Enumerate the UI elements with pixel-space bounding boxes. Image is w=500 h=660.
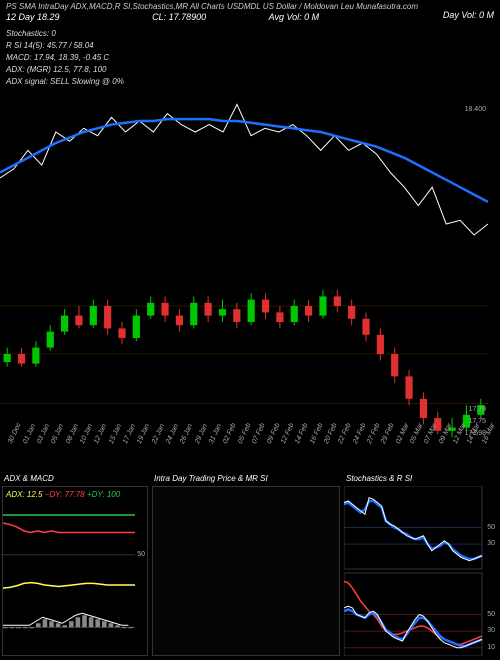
adx-title: ADX & MACD [4,474,54,483]
indicators-line: PS SMA IntraDay ADX,MACD,R SI,Stochastic… [6,2,494,11]
info-adx: ADX: (MGR) 12.5, 77.8, 100 [6,64,124,76]
intraday-panel [152,486,340,656]
main-line-chart: 18.400 [0,86,488,270]
stochastics-panel: 5030503010 [344,486,496,656]
adx-macd-panel: ADX: 12.5 −DY: 77.78 +DY: 10050 [2,486,148,656]
info-rsi: R SI 14(5): 45.77 / 58.04 [6,40,124,52]
candlestick-chart: 17.7917.7517.598 [0,282,488,442]
intraday-title: Intra Day Trading Price & MR SI [154,474,268,483]
stoch-title: Stochastics & R SI [346,474,412,483]
close-label: CL: 17.78900 [152,12,206,22]
ma-line: 12 Day 18.29 [6,12,60,22]
info-stochastics: Stochastics: 0 [6,28,124,40]
avgvol-label: Avg Vol: 0 M [269,12,320,22]
day-vol-label: Day Vol: 0 M [443,10,494,20]
header: PS SMA IntraDay ADX,MACD,R SI,Stochastic… [0,0,500,24]
info-macd: MACD: 17.94, 18.39, -0.45 C [6,52,124,64]
date-axis: 30 Dec01 Jan03 Jan05 Jan08 Jan10 Jan12 J… [0,442,488,474]
info-block: Stochastics: 0 R SI 14(5): 45.77 / 58.04… [6,28,124,88]
